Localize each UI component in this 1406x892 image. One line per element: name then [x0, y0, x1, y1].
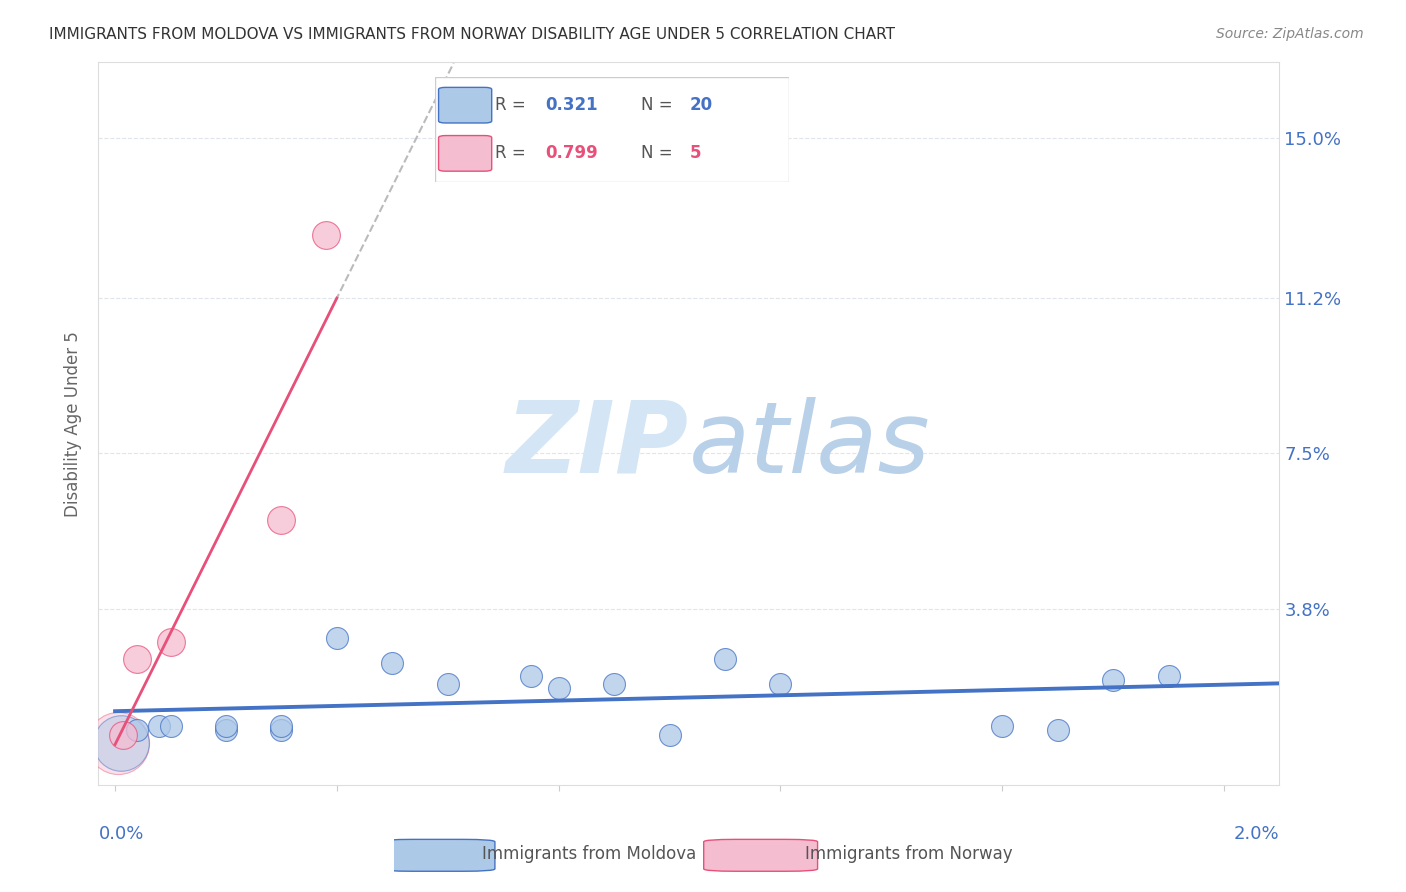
Point: [315, 227, 337, 242]
Text: atlas: atlas: [689, 397, 931, 494]
Text: Immigrants from Norway: Immigrants from Norway: [804, 845, 1012, 863]
FancyBboxPatch shape: [381, 839, 495, 871]
Point: [769, 677, 792, 691]
Point: [215, 719, 238, 733]
Point: [159, 635, 181, 649]
Text: ZIP: ZIP: [506, 397, 689, 494]
Point: [1046, 723, 1069, 738]
Text: 2.0%: 2.0%: [1234, 825, 1279, 843]
Point: [603, 677, 626, 691]
Point: [112, 727, 135, 741]
Point: [1102, 673, 1125, 687]
Y-axis label: Disability Age Under 5: Disability Age Under 5: [63, 331, 82, 516]
Point: [520, 669, 543, 683]
Point: [215, 723, 238, 738]
Point: [714, 652, 737, 666]
Point: [107, 736, 129, 750]
Text: 0.0%: 0.0%: [98, 825, 143, 843]
Point: [270, 719, 292, 733]
Point: [1157, 669, 1180, 683]
Point: [110, 736, 132, 750]
Point: [991, 719, 1014, 733]
Point: [270, 513, 292, 527]
Point: [159, 719, 181, 733]
Point: [436, 677, 458, 691]
Text: Immigrants from Moldova: Immigrants from Moldova: [482, 845, 696, 863]
Point: [127, 652, 149, 666]
Point: [381, 656, 404, 670]
FancyBboxPatch shape: [704, 839, 818, 871]
Text: Source: ZipAtlas.com: Source: ZipAtlas.com: [1216, 27, 1364, 41]
Point: [326, 631, 349, 645]
Point: [148, 719, 170, 733]
Point: [658, 727, 681, 741]
Point: [127, 723, 149, 738]
Text: IMMIGRANTS FROM MOLDOVA VS IMMIGRANTS FROM NORWAY DISABILITY AGE UNDER 5 CORRELA: IMMIGRANTS FROM MOLDOVA VS IMMIGRANTS FR…: [49, 27, 896, 42]
Point: [270, 723, 292, 738]
Point: [547, 681, 569, 696]
